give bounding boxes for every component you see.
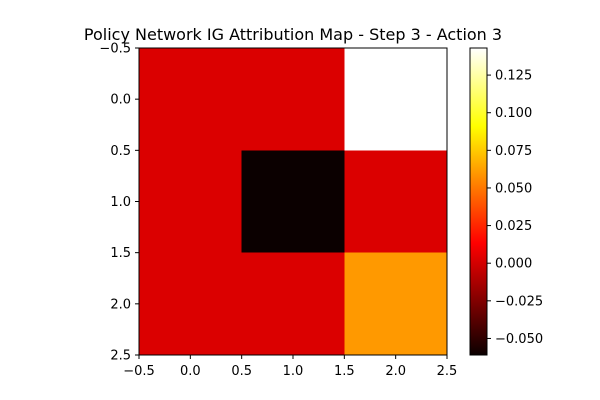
- colorbar-tick-label: 0.100: [495, 106, 532, 121]
- x-tick-label: 1.0: [283, 364, 304, 379]
- heatmap-cell-r2-c0: [139, 252, 242, 355]
- y-tick-label: 2.0: [110, 297, 131, 312]
- y-tick-label: −0.5: [99, 42, 131, 57]
- heatmap-cell-r2-c1: [241, 252, 345, 355]
- x-tick-label: 0.5: [231, 364, 252, 379]
- colorbar-axis: −0.050 −0.025 0.000 0.025 0.050 0.075 0.100 0.1…: [487, 69, 543, 347]
- colorbar-tick-label: −0.025: [495, 294, 543, 309]
- x-tick-label: 0.0: [180, 364, 201, 379]
- chart-title: Policy Network IG Attribution Map - Step…: [84, 25, 502, 44]
- heatmap-cell-r0-c1: [241, 48, 345, 151]
- x-tick-label: −0.5: [123, 364, 155, 379]
- y-tick-label: 1.5: [110, 246, 131, 261]
- colorbar-frame: [469, 47, 488, 356]
- colorbar-tick-label: −0.050: [495, 332, 543, 347]
- x-tick-label: 1.5: [334, 364, 355, 379]
- heatmap-cell-r1-c2: [344, 150, 447, 253]
- y-axis: −0.5 0.0 0.5 1.0 1.5 2.0 2.5: [99, 42, 139, 364]
- heatmap-cell-r0-c0: [139, 48, 242, 151]
- heatmap-cell-r1-c0: [139, 150, 242, 253]
- colorbar-tick-label: 0.050: [495, 181, 532, 196]
- y-tick-label: 1.0: [110, 195, 131, 210]
- colorbar-tick-label: 0.075: [495, 144, 532, 159]
- y-tick-label: 0.0: [110, 93, 131, 108]
- colorbar-tick-label: 0.125: [495, 69, 532, 84]
- y-tick-label: 2.5: [110, 349, 131, 364]
- colorbar-tick-label: 0.025: [495, 219, 532, 234]
- x-axis: −0.5 0.0 0.5 1.0 1.5 2.0 2.5: [123, 355, 457, 379]
- heatmap-cell-r2-c2: [344, 252, 447, 355]
- colorbar: [470, 48, 487, 355]
- heatmap-cell-r1-c1: [241, 150, 345, 253]
- colorbar-tick-label: 0.000: [495, 257, 532, 272]
- x-tick-label: 2.5: [437, 364, 458, 379]
- heatmap-cell-r0-c2: [344, 48, 447, 151]
- x-tick-label: 2.0: [385, 364, 406, 379]
- heatmap-cells: [139, 48, 447, 355]
- y-tick-label: 0.5: [110, 144, 131, 159]
